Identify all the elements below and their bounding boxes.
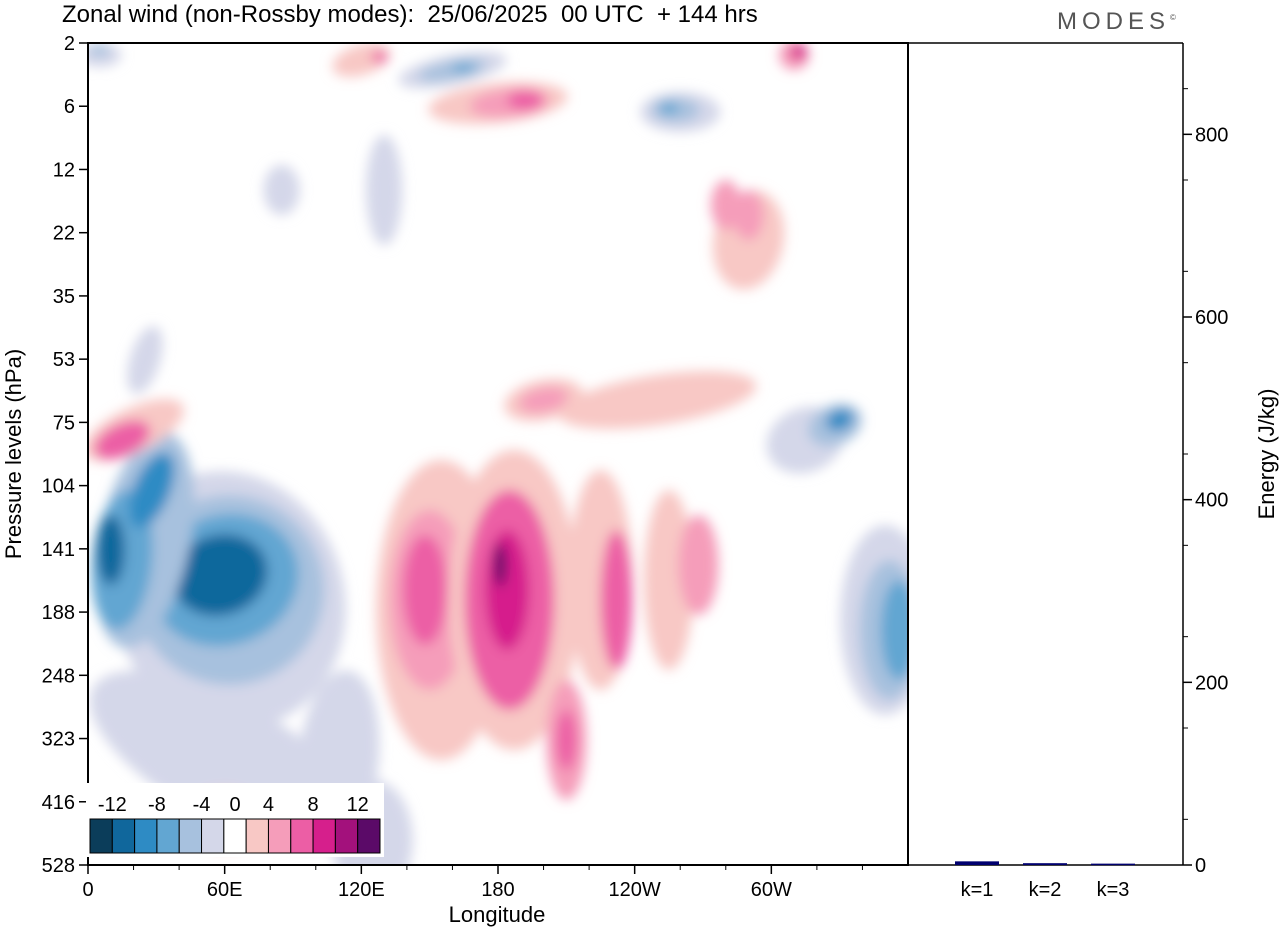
wind-contour-region	[710, 180, 741, 230]
wind-contour-region	[129, 452, 175, 528]
colorbar-label: 12	[347, 794, 369, 816]
colorbar-swatch	[357, 818, 381, 854]
x-axis-title: Longitude	[449, 902, 546, 927]
wind-contour-region	[127, 326, 163, 394]
y-tick-label: 12	[53, 159, 75, 181]
wind-contour-region	[332, 43, 391, 77]
energy-tick-label: 600	[1195, 307, 1228, 329]
energy-tick-label: 0	[1195, 855, 1206, 877]
colorbar-swatch	[312, 818, 336, 854]
y-tick-label: 35	[53, 286, 75, 308]
y-tick-label: 6	[64, 96, 75, 118]
y-axis-title: Pressure levels (hPa)	[1, 349, 26, 559]
x-tick-label: 120E	[338, 879, 385, 901]
wind-contour-region	[826, 409, 854, 431]
energy-axis-title: Energy (J/kg)	[1254, 389, 1279, 520]
colorbar-swatch	[245, 818, 269, 854]
colorbar-swatch	[134, 818, 158, 854]
energy-bar	[1091, 863, 1135, 866]
y-tick-label: 188	[42, 602, 75, 624]
wind-contour-field	[88, 43, 908, 865]
brand-copyright-mark: ©	[1170, 13, 1176, 22]
wind-contour-region	[172, 534, 268, 616]
y-tick-label: 104	[42, 476, 75, 498]
colorbar-swatch	[178, 818, 203, 854]
wind-contour-region	[451, 63, 476, 73]
colorbar-swatch	[201, 818, 225, 854]
wind-contour-region	[518, 387, 569, 413]
x-tick-label: 0	[82, 879, 93, 901]
y-tick-label: 75	[53, 412, 75, 434]
heatmap-field	[88, 43, 908, 865]
colorbar-label: -4	[193, 794, 211, 816]
brand-logo: MODES©	[1057, 8, 1176, 36]
colorbar-swatch	[156, 818, 180, 854]
colorbar-label: -12	[98, 794, 127, 816]
colorbar-swatch	[223, 818, 247, 854]
wind-contour-region	[733, 190, 764, 240]
wind-contour-region	[507, 90, 544, 110]
energy-bar-panel: 0 200 400 600 800 k=1 k=2 k=3	[908, 42, 1228, 901]
x-axis: 0 60E 120E 180 120W 60W	[82, 865, 863, 901]
wind-contour-region	[96, 515, 125, 585]
wind-contour-region	[880, 580, 908, 680]
colorbar-label: 8	[308, 794, 319, 816]
colorbar-label: -8	[148, 794, 166, 816]
y-tick-label: 141	[42, 539, 75, 561]
energy-tick-label: 400	[1195, 490, 1228, 512]
colorbar-swatch	[89, 818, 113, 854]
energy-category-label: k=3	[1097, 879, 1130, 901]
energy-category-label: k=1	[961, 879, 994, 901]
wind-contour-region	[94, 420, 151, 460]
x-tick-label: 60W	[751, 879, 792, 901]
energy-tick-label: 200	[1195, 672, 1228, 694]
y-tick-label: 528	[42, 855, 75, 877]
colorbar-label: 4	[263, 794, 274, 816]
wind-contour-region	[485, 530, 530, 650]
x-tick-label: 60E	[207, 879, 243, 901]
y-tick-label: 248	[42, 665, 75, 687]
y-tick-label: 22	[53, 223, 75, 245]
y-axis: 2 6 12 22 35 53 75 104 141 188 248 323 416 528	[42, 33, 88, 877]
wind-contour-region	[643, 490, 694, 670]
colorbar-legend: -12 -8 -4 0 4 8 12	[86, 783, 384, 857]
energy-tick-label: 800	[1195, 124, 1228, 146]
energy-bar	[955, 861, 999, 865]
colorbar-swatch	[111, 818, 136, 854]
wind-contour-region	[556, 710, 577, 770]
wind-contour-region	[89, 44, 110, 56]
colorbar-swatch	[290, 818, 314, 854]
wind-contour-region	[366, 135, 403, 245]
brand-name: MODES	[1057, 8, 1171, 35]
wind-contour-region	[494, 543, 507, 587]
energy-bar	[1023, 863, 1067, 865]
wind-contour-region	[263, 165, 300, 215]
x-tick-label: 180	[481, 879, 514, 901]
colorbar-label: 0	[229, 794, 240, 816]
wind-contour-region	[371, 51, 388, 63]
y-tick-label: 323	[42, 729, 75, 751]
wind-contour-region	[403, 535, 448, 645]
x-tick-label: 120W	[609, 879, 661, 901]
y-tick-label: 53	[53, 349, 75, 371]
y-tick-label: 416	[42, 792, 75, 814]
wind-contour-region	[790, 44, 807, 60]
wind-contour-region	[600, 530, 633, 670]
chart-title: Zonal wind (non-Rossby modes): 25/06/202…	[62, 1, 758, 28]
wind-contour-region	[658, 102, 679, 114]
wind-contour-region	[678, 515, 719, 615]
colorbar-swatch	[334, 818, 359, 854]
energy-category-label: k=2	[1029, 879, 1062, 901]
wind-contour-region	[558, 371, 757, 429]
colorbar-swatch	[267, 818, 292, 854]
y-tick-label: 2	[64, 33, 75, 55]
